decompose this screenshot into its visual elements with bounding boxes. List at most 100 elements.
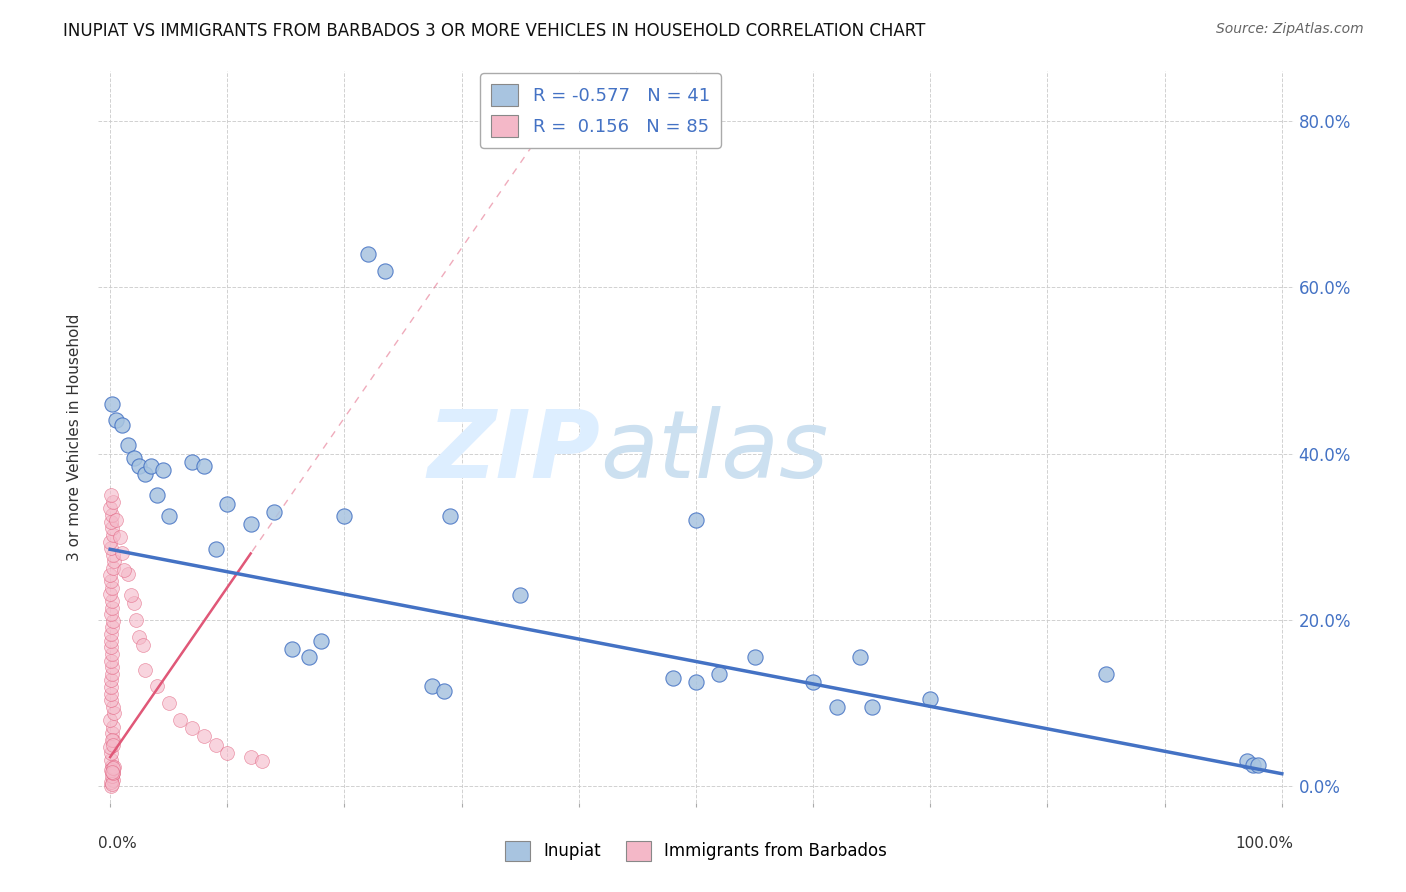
Point — [128, 459, 150, 474]
Point — [141, 459, 163, 474]
Point — [98, 587, 121, 601]
Point — [920, 692, 942, 706]
Point — [112, 563, 135, 577]
Point — [117, 567, 139, 582]
Point — [101, 397, 124, 411]
Point — [103, 495, 125, 509]
Point — [100, 488, 122, 502]
Point — [169, 713, 191, 727]
Point — [825, 700, 848, 714]
Point — [433, 683, 456, 698]
Point — [111, 417, 134, 432]
Point — [157, 509, 180, 524]
Point — [105, 513, 128, 527]
Point — [101, 726, 124, 740]
Point — [101, 777, 124, 791]
Point — [100, 687, 122, 701]
Point — [100, 627, 122, 641]
Text: 0.0%: 0.0% — [98, 836, 138, 851]
Point — [105, 413, 128, 427]
Point — [217, 497, 239, 511]
Point — [98, 501, 121, 516]
Point — [181, 455, 204, 469]
Point — [101, 765, 124, 780]
Point — [103, 706, 125, 721]
Point — [509, 588, 531, 602]
Point — [661, 671, 683, 685]
Point — [101, 600, 124, 615]
Point — [125, 613, 148, 627]
Point — [128, 630, 150, 644]
Point — [103, 772, 125, 787]
Point — [374, 264, 396, 278]
Point — [101, 614, 124, 628]
Point — [100, 774, 122, 789]
Point — [217, 746, 239, 760]
Text: INUPIAT VS IMMIGRANTS FROM BARBADOS 3 OR MORE VEHICLES IN HOUSEHOLD CORRELATION : INUPIAT VS IMMIGRANTS FROM BARBADOS 3 OR… — [63, 22, 925, 40]
Point — [101, 508, 124, 522]
Point — [100, 660, 122, 674]
Point — [101, 666, 124, 681]
Point — [101, 765, 124, 780]
Point — [117, 438, 139, 452]
Y-axis label: 3 or more Vehicles in Household: 3 or more Vehicles in Household — [67, 313, 83, 561]
Point — [101, 733, 124, 747]
Point — [100, 633, 122, 648]
Point — [100, 763, 122, 777]
Point — [122, 450, 145, 465]
Text: 100.0%: 100.0% — [1236, 836, 1294, 851]
Point — [146, 488, 169, 502]
Point — [120, 588, 142, 602]
Point — [439, 509, 461, 524]
Point — [298, 650, 321, 665]
Point — [101, 769, 124, 783]
Point — [709, 667, 731, 681]
Point — [98, 739, 121, 754]
Point — [100, 534, 122, 549]
Point — [103, 760, 125, 774]
Point — [157, 696, 180, 710]
Point — [193, 729, 215, 743]
Point — [103, 561, 125, 575]
Point — [1247, 758, 1270, 772]
Point — [239, 750, 262, 764]
Text: Source: ZipAtlas.com: Source: ZipAtlas.com — [1216, 22, 1364, 37]
Point — [357, 247, 380, 261]
Point — [146, 680, 169, 694]
Point — [108, 530, 131, 544]
Point — [100, 746, 122, 760]
Point — [103, 761, 125, 775]
Point — [100, 515, 122, 529]
Point — [309, 633, 332, 648]
Point — [1095, 667, 1118, 681]
Text: atlas: atlas — [600, 406, 828, 497]
Point — [111, 546, 134, 560]
Legend: Inupiat, Immigrants from Barbados: Inupiat, Immigrants from Barbados — [498, 834, 894, 868]
Point — [252, 754, 274, 768]
Point — [103, 554, 125, 568]
Point — [100, 693, 122, 707]
Point — [134, 663, 156, 677]
Point — [101, 759, 124, 773]
Point — [132, 638, 155, 652]
Text: ZIP: ZIP — [427, 406, 600, 498]
Point — [100, 779, 122, 793]
Point — [122, 596, 145, 610]
Point — [181, 721, 204, 735]
Point — [134, 467, 156, 482]
Point — [860, 700, 883, 714]
Point — [744, 650, 766, 665]
Point — [193, 459, 215, 474]
Point — [101, 699, 124, 714]
Point — [849, 650, 872, 665]
Point — [100, 680, 122, 694]
Point — [98, 567, 121, 582]
Point — [263, 505, 285, 519]
Point — [101, 594, 124, 608]
Point — [239, 517, 262, 532]
Point — [685, 675, 707, 690]
Point — [101, 647, 124, 661]
Point — [100, 753, 122, 767]
Point — [204, 542, 226, 557]
Point — [333, 509, 356, 524]
